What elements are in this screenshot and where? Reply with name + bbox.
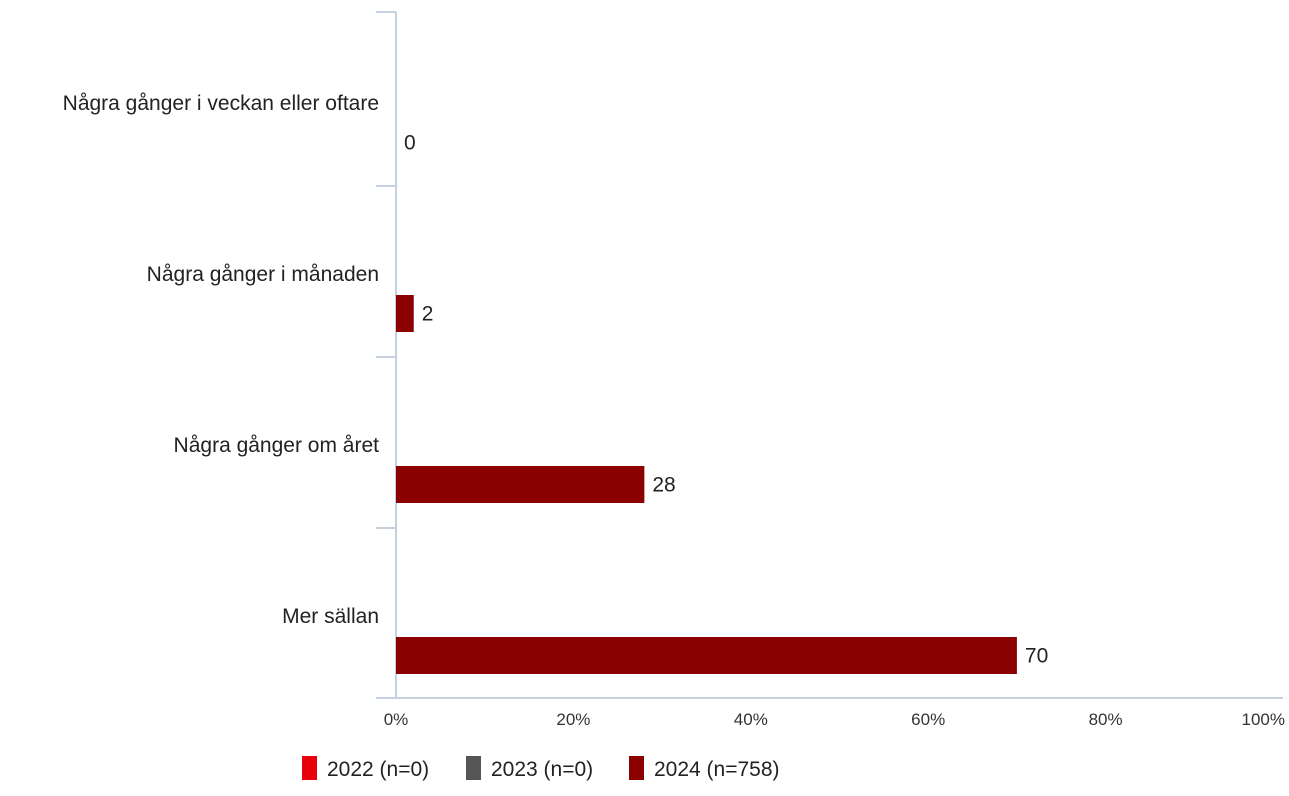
chart-legend: 2022 (n=0) 2023 (n=0) 2024 (n=758) xyxy=(302,756,780,781)
bar xyxy=(396,466,645,503)
x-tick-label: 40% xyxy=(734,710,768,729)
x-tick-label: 20% xyxy=(556,710,590,729)
data-label: 70 xyxy=(1025,645,1048,668)
x-tick-label: 0% xyxy=(384,710,409,729)
bar xyxy=(396,295,414,332)
data-label: 2 xyxy=(422,303,434,326)
x-tick-label: 80% xyxy=(1089,710,1123,729)
category-label: Mer sällan xyxy=(282,605,379,628)
legend-swatch xyxy=(629,756,644,780)
chart-axes xyxy=(376,11,1283,699)
category-label: Några gånger om året xyxy=(174,434,380,457)
legend-label: 2023 (n=0) xyxy=(491,758,593,781)
legend-label: 2024 (n=758) xyxy=(654,758,780,781)
chart-bars: 0 2 28 70 xyxy=(396,132,1048,674)
x-tick-label: 100% xyxy=(1242,710,1285,729)
category-label: Några gånger i veckan eller oftare xyxy=(63,92,379,115)
category-labels: Några gånger i veckan eller oftare Några … xyxy=(63,92,380,628)
category-label: Några gånger i månaden xyxy=(147,263,379,286)
bar xyxy=(396,637,1017,674)
data-label: 28 xyxy=(652,474,675,497)
legend-swatch xyxy=(466,756,481,780)
legend-swatch xyxy=(302,756,317,780)
x-axis-tick-labels: 0% 20% 40% 60% 80% 100% xyxy=(384,710,1285,729)
x-tick-label: 60% xyxy=(911,710,945,729)
legend-label: 2022 (n=0) xyxy=(327,758,429,781)
data-label: 0 xyxy=(404,132,416,155)
